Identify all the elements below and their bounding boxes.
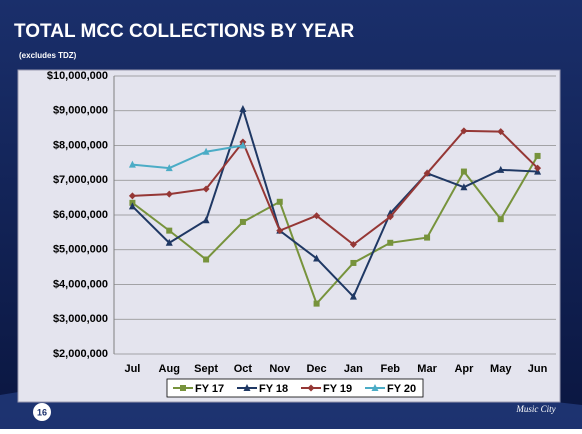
- marker: [424, 234, 431, 241]
- x-tick-label: Nov: [269, 363, 291, 375]
- x-tick-label: May: [490, 363, 512, 375]
- series-line: [131, 105, 538, 299]
- legend-label: FY 19: [323, 383, 352, 395]
- marker: [307, 384, 315, 392]
- x-tick-label: Sept: [194, 363, 218, 375]
- marker: [276, 198, 283, 205]
- marker: [534, 164, 542, 172]
- marker: [276, 227, 284, 235]
- y-tick-label: $10,000,000: [47, 70, 108, 82]
- marker: [239, 105, 247, 113]
- x-tick-label: Mar: [417, 363, 437, 375]
- logo: Music City: [515, 404, 555, 414]
- y-tick-label: $9,000,000: [53, 105, 108, 117]
- marker: [313, 254, 321, 262]
- y-tick-label: $7,000,000: [53, 174, 108, 186]
- marker: [534, 152, 541, 159]
- y-tick-label: $3,000,000: [53, 313, 108, 325]
- x-tick-label: Jul: [124, 363, 140, 375]
- marker: [202, 185, 210, 193]
- marker: [165, 190, 173, 198]
- marker: [166, 227, 173, 234]
- marker: [349, 292, 357, 300]
- marker: [239, 218, 246, 225]
- marker: [202, 216, 210, 224]
- y-tick-label: $8,000,000: [53, 139, 108, 151]
- marker: [313, 212, 321, 220]
- legend-label: FY 20: [387, 383, 416, 395]
- marker: [128, 192, 136, 200]
- marker: [497, 216, 504, 223]
- marker: [350, 259, 357, 266]
- marker: [497, 165, 505, 173]
- x-tick-label: Jan: [344, 363, 363, 375]
- marker: [386, 213, 394, 221]
- marker: [423, 169, 431, 177]
- marker: [203, 256, 210, 263]
- marker: [128, 160, 136, 168]
- y-tick-label: $6,000,000: [53, 209, 108, 221]
- marker: [243, 384, 251, 391]
- x-tick-label: Jun: [528, 363, 548, 375]
- x-tick-label: Aug: [159, 363, 180, 375]
- marker: [460, 127, 468, 135]
- series-line: [132, 129, 539, 246]
- x-tick-label: Dec: [306, 363, 326, 375]
- chart-subtitle: (excludes TDZ): [19, 51, 77, 60]
- marker: [313, 300, 320, 307]
- series-line: [132, 144, 244, 170]
- y-tick-label: $4,000,000: [53, 278, 108, 290]
- legend-label: FY 18: [259, 383, 288, 395]
- chart-title: TOTAL MCC COLLECTIONS BY YEAR: [14, 21, 355, 42]
- marker: [239, 141, 247, 149]
- x-tick-label: Feb: [380, 363, 400, 375]
- slide-number: 16: [37, 407, 47, 417]
- marker: [180, 385, 186, 391]
- x-tick-label: Oct: [234, 363, 253, 375]
- y-tick-label: $5,000,000: [53, 244, 108, 256]
- marker: [128, 202, 136, 210]
- legend-label: FY 17: [195, 383, 224, 395]
- marker: [497, 128, 505, 136]
- marker: [460, 168, 467, 175]
- marker: [165, 164, 173, 172]
- legend-box: [166, 378, 424, 398]
- series-line: [131, 155, 539, 306]
- chart-area: [17, 69, 561, 403]
- marker: [202, 147, 210, 155]
- marker: [371, 384, 379, 391]
- marker: [460, 183, 468, 191]
- y-tick-label: $2,000,000: [53, 348, 108, 360]
- slide-number-badge: [33, 403, 51, 421]
- marker: [387, 239, 394, 246]
- x-tick-label: Apr: [454, 363, 474, 375]
- marker: [349, 241, 357, 249]
- marker: [165, 238, 173, 246]
